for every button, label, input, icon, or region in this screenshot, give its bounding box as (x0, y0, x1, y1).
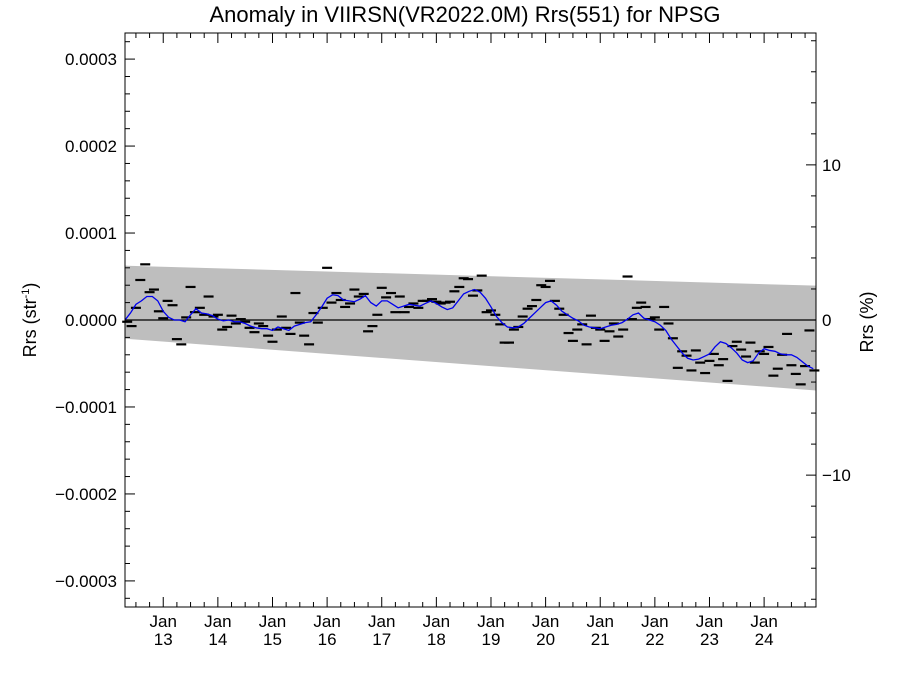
y-tick-label: 0.0001 (65, 224, 117, 243)
x-tick-label-month: Jan (696, 612, 723, 631)
y-tick-label: −0.0002 (55, 485, 117, 504)
x-tick-label-month: Jan (641, 612, 668, 631)
x-tick-label-year: 20 (536, 630, 555, 649)
x-tick-label-year: 18 (427, 630, 446, 649)
x-tick-label-year: 17 (372, 630, 391, 649)
y-axis-label: Rrs (str-1) (20, 283, 40, 358)
x-tick-label-month: Jan (750, 612, 777, 631)
x-tick-label-month: Jan (587, 612, 614, 631)
x-tick-label-year: 13 (154, 630, 173, 649)
y-axis-label-close: ) (20, 283, 40, 289)
x-tick-label-month: Jan (477, 612, 504, 631)
x-tick-label-month: Jan (368, 612, 395, 631)
y-tick-label: −0.0001 (55, 398, 117, 417)
data-points-layer (122, 263, 820, 386)
x-tick-label-month: Jan (423, 612, 450, 631)
y2-axis-label: Rrs (%) (857, 292, 877, 353)
x-tick-label-year: 16 (318, 630, 337, 649)
x-tick-label-month: Jan (150, 612, 177, 631)
x-tick-label-month: Jan (204, 612, 231, 631)
uncertainty-band-layer (125, 265, 816, 391)
y-tick-label: 0.0003 (65, 50, 117, 69)
y2-tick-label: 0 (822, 311, 831, 330)
y-tick-label: −0.0003 (55, 572, 117, 591)
uncertainty-band (125, 265, 816, 391)
y-tick-label: 0.0002 (65, 137, 117, 156)
y-tick-label: 0.0000 (65, 311, 117, 330)
x-tick-label-year: 14 (208, 630, 227, 649)
y-axis-label-superscript: -1 (20, 289, 32, 299)
y2-tick-label: −10 (822, 466, 851, 485)
x-tick-label-year: 23 (700, 630, 719, 649)
axes-layer: 0.0003 0.0002 0.0001 0.0000 −0.0001 −0.0002 −0… (55, 33, 851, 649)
chart-title: Anomaly in VIIRSN(VR2022.0M) Rrs(551) fo… (209, 2, 720, 27)
x-tick-label-year: 24 (755, 630, 774, 649)
x-tick-label-year: 19 (482, 630, 501, 649)
x-tick-label-year: 21 (591, 630, 610, 649)
x-tick-label-month: Jan (532, 612, 559, 631)
y2-tick-label: 10 (822, 156, 841, 175)
x-tick-label-month: Jan (259, 612, 286, 631)
x-tick-label-year: 15 (263, 630, 282, 649)
x-tick-label-year: 22 (645, 630, 664, 649)
running-mean-line (124, 288, 814, 370)
x-tick-label-month: Jan (313, 612, 340, 631)
